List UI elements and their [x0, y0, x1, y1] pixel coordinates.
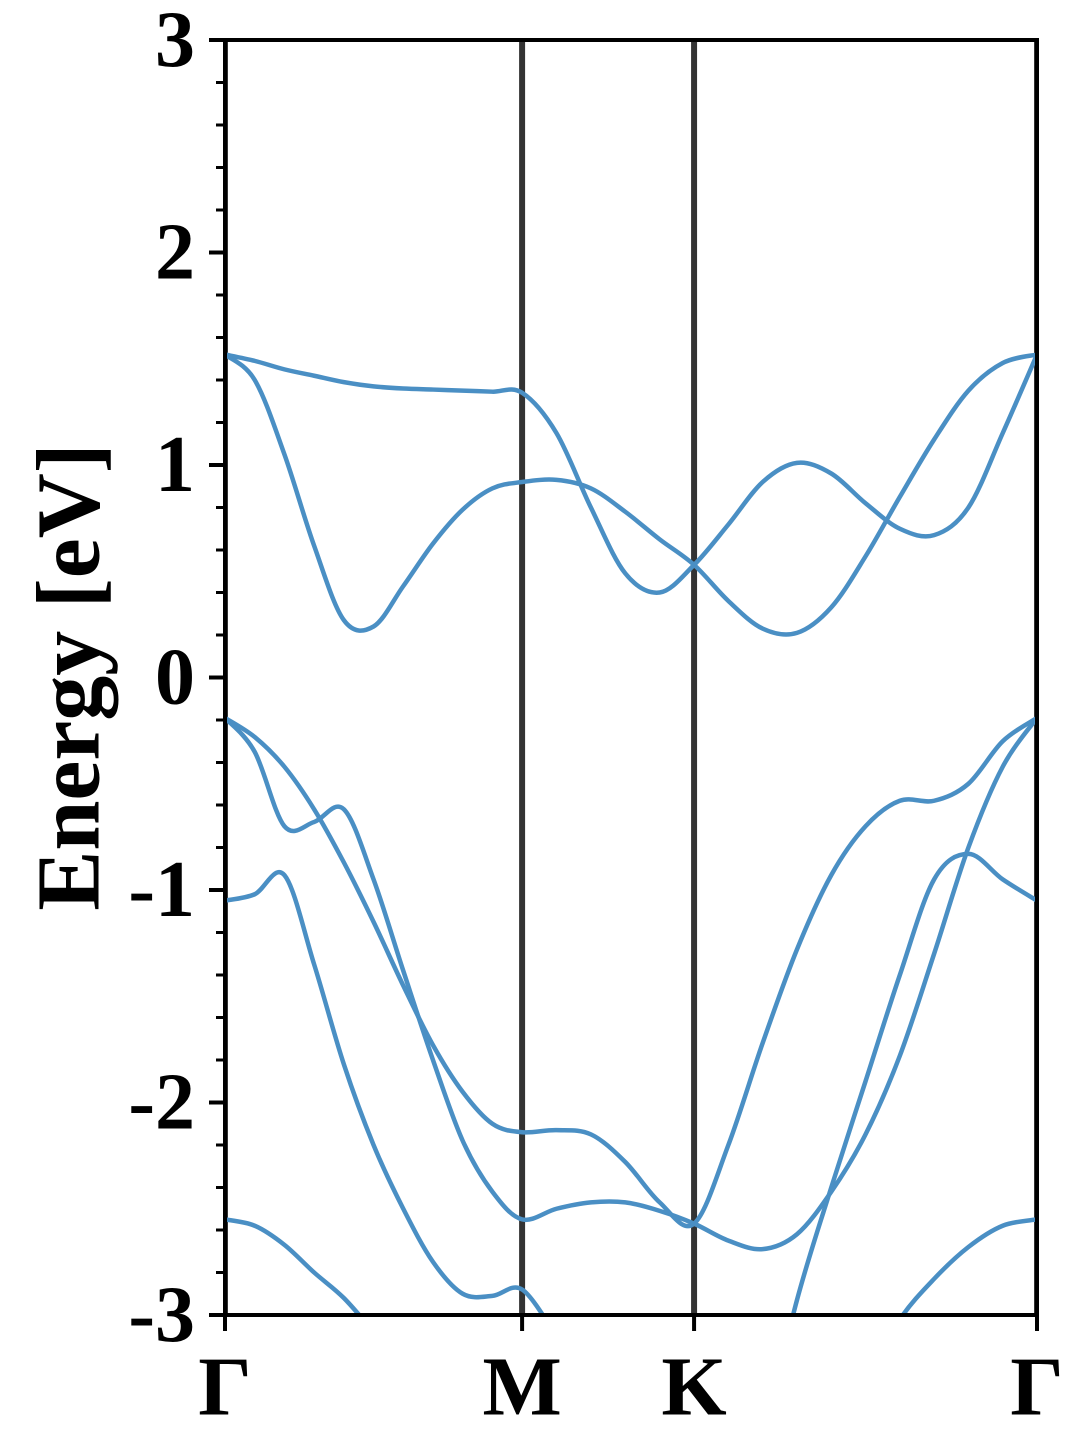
- y-tick-label: 3: [155, 0, 195, 84]
- band-line: [225, 870, 546, 1315]
- y-axis-label: Energy [eV]: [20, 443, 119, 910]
- y-tick-label: 2: [155, 209, 195, 297]
- band-line: [225, 352, 1037, 637]
- x-tick-label: Γ: [198, 1341, 251, 1434]
- plot-frame: [223, 38, 1039, 1317]
- x-tick-label: M: [482, 1341, 561, 1434]
- band-line: [225, 716, 1037, 1252]
- band-line: [900, 1217, 1037, 1315]
- plot-area: [225, 40, 1037, 1315]
- band-line: [790, 851, 1037, 1315]
- x-tick-label: K: [661, 1341, 726, 1434]
- y-tick-label: -1: [128, 846, 195, 934]
- y-tick-label: 0: [155, 634, 195, 722]
- y-tick-label: 1: [155, 421, 195, 509]
- band-line: [225, 715, 1037, 1229]
- band-line: [225, 1217, 363, 1315]
- y-tick-label: -2: [128, 1059, 195, 1147]
- y-tick-label: -3: [128, 1271, 195, 1359]
- x-tick-label: Γ: [1010, 1341, 1063, 1434]
- band-line: [225, 352, 1037, 595]
